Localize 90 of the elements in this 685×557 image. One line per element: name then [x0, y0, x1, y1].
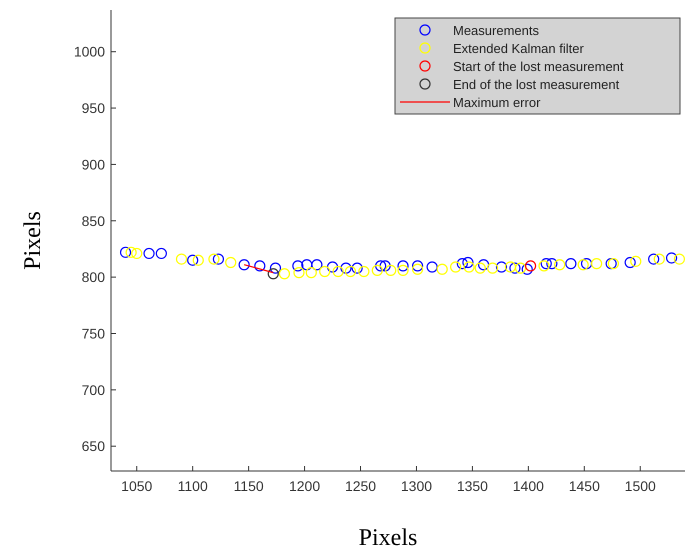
point: [332, 266, 344, 278]
point: [509, 262, 521, 274]
point: [504, 261, 516, 273]
point: [591, 258, 602, 270]
point: [212, 254, 224, 265]
point: [187, 254, 198, 266]
point: [436, 264, 448, 275]
point: [648, 254, 660, 265]
legend-label: End of the lost measurement: [453, 77, 620, 92]
point: [624, 256, 636, 268]
legend-label: Start of the lost measurement: [453, 59, 624, 74]
point: [462, 256, 474, 268]
y-tick-label: 800: [82, 269, 106, 286]
y-tick-label: 850: [82, 212, 106, 229]
point: [156, 248, 167, 260]
point: [478, 259, 490, 270]
point: [126, 246, 137, 258]
point: [225, 256, 236, 268]
point: [630, 256, 642, 267]
point: [306, 267, 317, 278]
point: [463, 261, 475, 273]
y-tick-label: 1000: [74, 44, 106, 60]
point: [522, 264, 533, 275]
y-tick-label: 700: [82, 382, 106, 398]
legend-label: Maximum error: [453, 95, 542, 110]
y-tick-label: 750: [82, 325, 106, 342]
point: [352, 262, 363, 274]
x-tick-label: 1450: [568, 478, 600, 494]
point: [131, 248, 142, 260]
point: [554, 259, 566, 270]
point: [301, 259, 312, 270]
point: [319, 266, 330, 278]
point: [666, 252, 678, 264]
x-tick-label: 1100: [178, 478, 208, 494]
point: [176, 254, 188, 265]
point: [340, 262, 352, 274]
x-tick-label: 1500: [624, 478, 656, 494]
point: [565, 258, 576, 270]
y-tick-label: 650: [82, 438, 106, 454]
point: [546, 258, 558, 270]
point: [292, 260, 304, 272]
point: [385, 264, 396, 276]
x-tick-label: 1050: [121, 478, 153, 494]
point: [524, 260, 536, 272]
point: [412, 264, 424, 275]
x-tick-label: 1350: [456, 478, 488, 494]
point: [540, 258, 552, 270]
point: [120, 246, 132, 258]
point: [344, 266, 356, 278]
point: [580, 258, 592, 270]
x-tick-label: 1200: [288, 478, 320, 494]
point: [486, 262, 498, 274]
point: [397, 264, 409, 276]
point: [578, 259, 589, 270]
x-tick-label: 1300: [400, 478, 432, 494]
point: [254, 260, 266, 272]
point: [270, 262, 282, 274]
x-tick-label: 1400: [512, 478, 544, 494]
y-axis-title: Pixels: [20, 211, 46, 270]
point: [412, 260, 424, 272]
point: [456, 258, 468, 270]
point: [326, 261, 338, 273]
point: [514, 262, 526, 274]
point: [450, 261, 462, 273]
point: [372, 264, 383, 276]
point: [496, 261, 508, 273]
x-tick-label: 1150: [234, 478, 264, 494]
point: [293, 267, 305, 278]
legend-label: Extended Kalman filter: [453, 41, 584, 56]
point: [654, 254, 665, 265]
point: [538, 260, 550, 272]
point: [674, 254, 685, 265]
point: [208, 254, 220, 265]
point: [397, 260, 409, 272]
point: [375, 260, 386, 272]
legend-label: Measurements: [453, 23, 540, 38]
x-axis-title: Pixels: [358, 525, 418, 551]
point: [474, 262, 486, 274]
point: [311, 259, 322, 270]
point: [380, 260, 391, 272]
x-tick-label: 1250: [344, 478, 376, 494]
y-tick-label: 950: [82, 100, 106, 116]
point: [192, 254, 204, 266]
point: [358, 266, 370, 278]
y-tick-label: 900: [82, 156, 106, 172]
point: [426, 261, 438, 273]
point: [238, 259, 250, 270]
point: [278, 268, 290, 280]
point: [143, 248, 155, 260]
point: [268, 268, 279, 280]
